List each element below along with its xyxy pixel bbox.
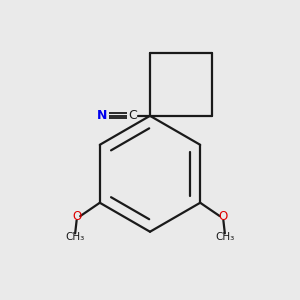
Text: O: O	[219, 210, 228, 223]
Text: O: O	[72, 210, 81, 223]
Text: CH₃: CH₃	[65, 232, 85, 242]
Text: CH₃: CH₃	[215, 232, 235, 242]
Text: N: N	[97, 109, 108, 122]
Text: C: C	[128, 109, 136, 122]
